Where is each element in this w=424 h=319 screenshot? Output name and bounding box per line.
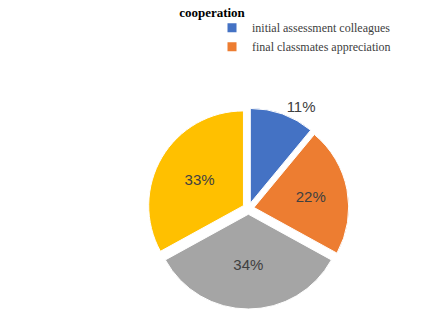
svg-text:34%: 34% [233, 256, 263, 273]
svg-text:final classmates appreciation: final classmates appreciation [252, 40, 391, 54]
svg-text:cooperation: cooperation [179, 5, 245, 20]
svg-text:22%: 22% [296, 188, 326, 205]
svg-text:11%: 11% [287, 98, 316, 115]
svg-text:33%: 33% [185, 171, 215, 188]
svg-text:initial assessment colleagues: initial assessment colleagues [252, 21, 390, 35]
